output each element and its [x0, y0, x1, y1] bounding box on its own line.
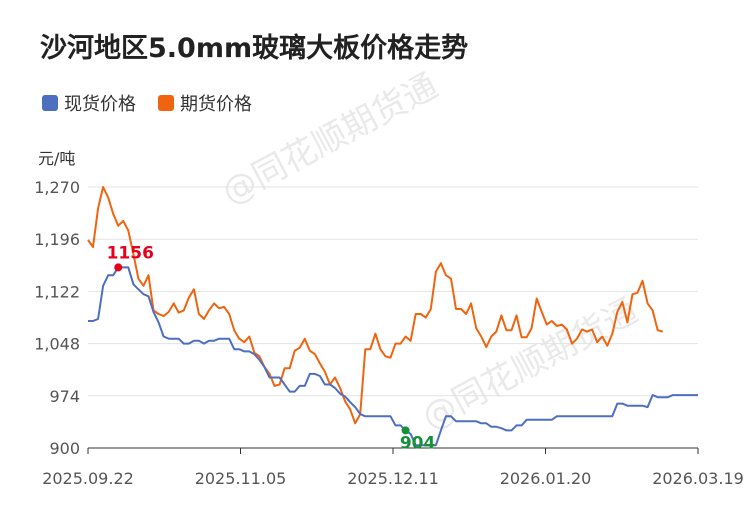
- grid-lines: [88, 186, 698, 397]
- x-axis: 2025.09.22 2025.11.05 2025.12.11 2026.01.20…: [42, 447, 744, 488]
- legend-item-futures[interactable]: 期货价格: [158, 90, 252, 116]
- legend: 现货价格 期货价格: [42, 90, 252, 116]
- y-tick-label: 900: [49, 439, 80, 458]
- y-axis-ticks: 1,270 1,196 1,122 1,048 974 900: [34, 178, 80, 458]
- annotation-group: 1156 904: [107, 243, 436, 453]
- legend-label-spot: 现货价格: [64, 94, 136, 115]
- y-tick-label: 1,122: [34, 282, 80, 301]
- legend-swatch-spot: [42, 95, 58, 111]
- x-tick-label: 2025.09.22: [42, 469, 134, 488]
- watermark-text: @同花顺期货通: [215, 66, 444, 213]
- legend-item-spot[interactable]: 现货价格: [42, 90, 136, 116]
- x-tick-label: 2026.01.20: [500, 469, 592, 488]
- y-axis-unit: 元/吨: [38, 149, 76, 168]
- annotation-point: [401, 426, 410, 435]
- y-tick-label: 1,048: [34, 335, 80, 354]
- legend-swatch-futures: [158, 95, 174, 111]
- series-line[interactable]: [87, 186, 663, 425]
- x-tick-label: 2025.12.11: [347, 469, 439, 488]
- y-tick-label: 1,196: [34, 230, 80, 249]
- series-line[interactable]: [88, 266, 698, 447]
- annotation-label: 904: [400, 433, 436, 453]
- annotation-point: [114, 263, 123, 272]
- legend-label-futures: 期货价格: [180, 94, 252, 115]
- series-group: [87, 186, 698, 447]
- y-tick-label: 1,270: [34, 178, 80, 197]
- y-tick-label: 974: [49, 387, 80, 406]
- annotation-label: 1156: [107, 243, 154, 263]
- x-tick-label: 2025.11.05: [195, 469, 287, 488]
- chart-title: 沙河地区5.0mm玻璃大板价格走势: [40, 33, 469, 64]
- x-tick-label: 2026.03.19: [652, 469, 744, 488]
